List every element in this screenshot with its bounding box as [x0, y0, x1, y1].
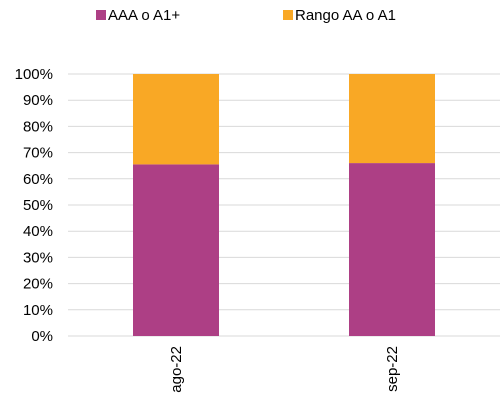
y-tick-label: 100% — [15, 66, 53, 83]
x-axis: ago-22 sep-22 — [168, 346, 401, 393]
legend-label: AAA o A1+ — [108, 7, 180, 24]
gridlines — [68, 73, 500, 337]
bar-aaa-sep-22 — [349, 163, 435, 336]
y-tick-label: 50% — [23, 197, 53, 214]
legend-label: Rango AA o A1 — [295, 7, 396, 24]
y-tick-label: 40% — [23, 223, 53, 240]
bar-aaa-ago-22 — [133, 164, 219, 336]
y-tick-label: 60% — [23, 171, 53, 188]
y-tick-label: 70% — [23, 145, 53, 162]
y-tick-label: 10% — [23, 302, 53, 319]
bars — [133, 74, 435, 336]
legend-swatch — [96, 10, 106, 20]
y-axis: 0% 10% 20% 30% 40% 50% 60% 70% 80% 90% 100% — [15, 66, 53, 345]
bar-aa-ago-22 — [133, 74, 219, 165]
y-tick-label: 30% — [23, 249, 53, 266]
y-tick-label: 90% — [23, 92, 53, 109]
x-tick-label: sep-22 — [384, 346, 401, 392]
x-tick-label: ago-22 — [168, 346, 185, 393]
legend: AAA o A1+ Rango AA o A1 — [96, 7, 396, 24]
legend-swatch — [283, 10, 293, 20]
y-tick-label: 0% — [31, 328, 53, 345]
y-tick-label: 20% — [23, 276, 53, 293]
bar-aa-sep-22 — [349, 74, 435, 164]
y-tick-label: 80% — [23, 118, 53, 135]
